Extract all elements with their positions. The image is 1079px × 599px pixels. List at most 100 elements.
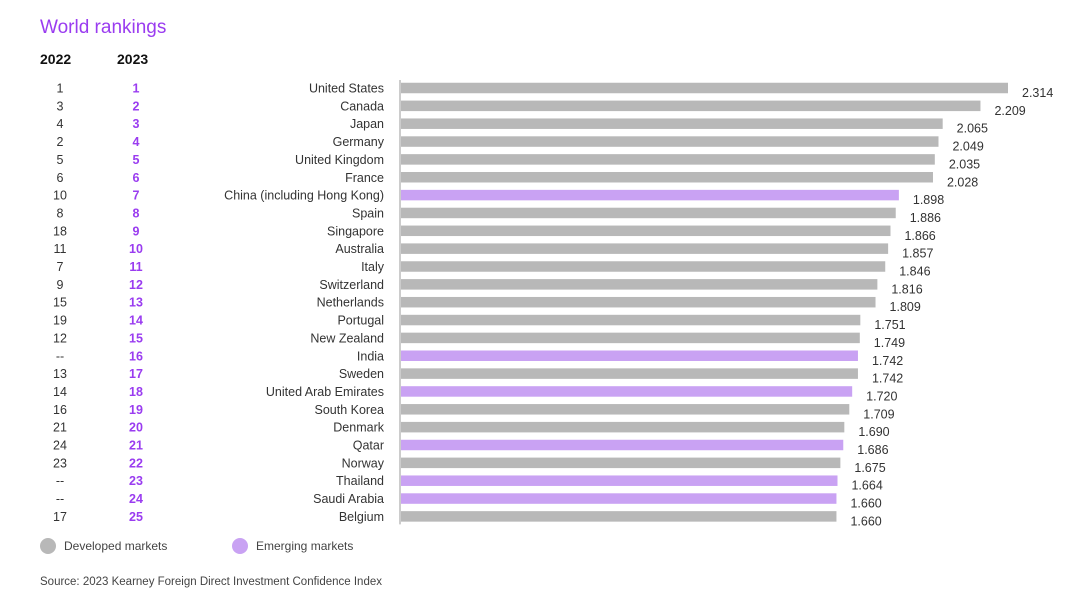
rank-2022-label: 13 <box>53 367 67 381</box>
bar-developed <box>401 136 939 147</box>
category-label: United Kingdom <box>295 153 384 167</box>
value-label: 1.886 <box>910 211 941 225</box>
value-label: 2.028 <box>947 175 978 189</box>
rank-2023-label: 10 <box>129 242 143 256</box>
chart-title: World rankings <box>40 17 167 38</box>
bar-developed <box>401 511 837 522</box>
value-label: 1.898 <box>913 193 944 207</box>
rank-2022-label: 23 <box>53 456 67 470</box>
value-label: 1.675 <box>854 461 885 475</box>
rank-2022-label: 2 <box>57 135 64 149</box>
bar-developed <box>401 279 878 290</box>
rank-2023-label: 5 <box>133 153 140 167</box>
legend-item-emerging: Emerging markets <box>232 538 353 554</box>
rank-2022-label: 3 <box>57 99 64 113</box>
value-label: 2.065 <box>957 122 988 136</box>
bar-developed <box>401 457 841 469</box>
category-label: United Arab Emirates <box>266 385 384 399</box>
rank-2022-label: 7 <box>57 260 64 274</box>
bar-developed <box>401 404 850 415</box>
category-label: South Korea <box>315 403 385 417</box>
category-label: India <box>357 349 384 363</box>
category-label: New Zealand <box>310 331 384 345</box>
value-label: 1.857 <box>902 247 933 261</box>
rank-2023-label: 4 <box>133 135 140 149</box>
rank-2023-label: 18 <box>129 385 143 399</box>
rank-2023-label: 17 <box>129 367 143 381</box>
category-label: Portugal <box>337 314 384 328</box>
rank-2023-label: 6 <box>133 171 140 185</box>
category-label: Japan <box>350 117 384 131</box>
rank-2023-label: 12 <box>129 278 143 292</box>
rank-2023-label: 15 <box>129 331 143 345</box>
rank-2023-label: 14 <box>129 314 143 328</box>
rank-2022-label: 12 <box>53 331 67 345</box>
value-label: 1.690 <box>858 425 889 439</box>
rank-2023-label: 24 <box>129 492 143 506</box>
category-label: Netherlands <box>317 296 384 310</box>
bar-developed <box>401 296 876 308</box>
rank-2022-label: 16 <box>53 403 67 417</box>
category-label: Qatar <box>353 439 384 453</box>
rank-2022-label: -- <box>56 492 64 506</box>
rank-2022-label: 4 <box>57 117 64 131</box>
bar-emerging <box>401 493 837 504</box>
rank-2023-label: 13 <box>129 296 143 310</box>
rank-2022-label: 14 <box>53 385 67 399</box>
rank-2023-header: 2023 <box>117 51 149 67</box>
rank-2022-label: 19 <box>53 314 67 328</box>
rank-2022-label: 21 <box>53 421 67 435</box>
rank-2023-label: 1 <box>133 82 140 96</box>
rank-2022-label: -- <box>56 349 64 363</box>
category-label: France <box>345 171 384 185</box>
rank-2023-label: 9 <box>133 224 140 238</box>
rank-2023-label: 19 <box>129 403 143 417</box>
value-label: 1.866 <box>904 229 935 243</box>
rank-2022-label: 8 <box>57 206 64 220</box>
rank-2023-label: 25 <box>129 510 143 524</box>
rank-2022-header: 2022 <box>40 51 72 67</box>
bar-developed <box>401 314 861 326</box>
bar-developed <box>401 243 889 254</box>
category-label: Switzerland <box>319 278 384 292</box>
legend-item-developed: Developed markets <box>40 538 167 554</box>
bar-emerging <box>401 350 858 361</box>
category-label: Spain <box>352 206 384 220</box>
value-label: 1.660 <box>850 514 881 528</box>
category-label: Germany <box>333 135 385 149</box>
category-label: Australia <box>335 242 384 256</box>
rank-2022-label: 11 <box>54 242 67 256</box>
value-label: 1.846 <box>899 265 930 279</box>
rank-2023-label: 2 <box>133 99 140 113</box>
bar-developed <box>401 118 943 129</box>
rank-2023-label: 20 <box>129 421 143 435</box>
value-label: 1.709 <box>863 407 894 421</box>
rank-2022-label: 17 <box>53 510 67 524</box>
category-label: Thailand <box>336 474 384 488</box>
bar-developed <box>401 82 1008 94</box>
rank-2023-label: 16 <box>129 349 143 363</box>
value-label: 1.749 <box>874 336 905 350</box>
legend-label-developed: Developed markets <box>64 539 168 553</box>
rank-2022-label: 24 <box>53 439 67 453</box>
rank-2022-label: -- <box>56 474 64 488</box>
rank-2023-label: 23 <box>129 474 143 488</box>
value-label: 1.720 <box>866 389 897 403</box>
category-label: Canada <box>340 99 384 113</box>
bar-emerging <box>401 386 853 397</box>
value-label: 1.751 <box>874 318 905 332</box>
bar-developed <box>401 421 845 433</box>
bar-developed <box>401 100 981 112</box>
category-label: United States <box>309 82 384 96</box>
category-label: Sweden <box>339 367 384 381</box>
rank-2022-label: 10 <box>53 189 67 203</box>
value-label: 1.664 <box>851 479 882 493</box>
bar-developed <box>401 261 886 272</box>
category-label: Singapore <box>327 224 384 238</box>
rank-2022-label: 15 <box>53 296 67 310</box>
source-note: Source: 2023 Kearney Foreign Direct Inve… <box>40 576 382 588</box>
value-label: 1.686 <box>857 443 888 457</box>
bar-developed <box>401 207 896 219</box>
rank-2022-label: 5 <box>57 153 64 167</box>
